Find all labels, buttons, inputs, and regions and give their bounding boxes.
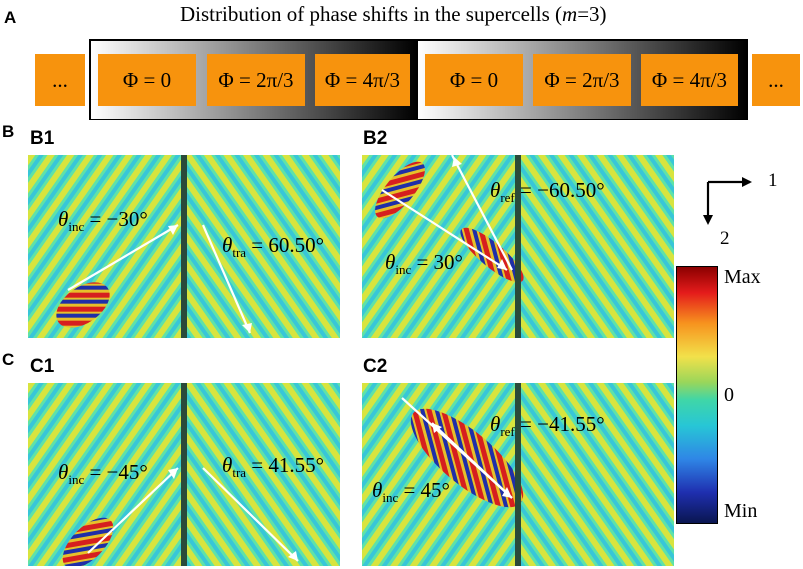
- cell-phase-4pi3-a: Φ = 4π/3: [315, 54, 410, 106]
- arrow-incident-b2: [381, 189, 508, 271]
- panel-label-a: A: [4, 8, 17, 27]
- colorbar: [676, 266, 718, 524]
- cell-ellipsis-right: ...: [752, 54, 800, 106]
- axis-2-label: 2: [720, 228, 730, 249]
- field-c2: [362, 383, 674, 566]
- field-c1-svg: [28, 383, 340, 566]
- field-b1: [28, 155, 340, 338]
- annotation-c2-incident: θinc = 45°: [372, 478, 450, 506]
- field-b2: [362, 155, 674, 338]
- cell-phase-2pi3-b: Φ = 2π/3: [533, 54, 631, 106]
- field-b2-svg: [362, 155, 674, 338]
- arrow-reflected-b2: [451, 155, 513, 271]
- arrow-transmitted-c1: [202, 467, 299, 562]
- arrow-transmitted-b1: [201, 224, 252, 334]
- arrow-incident-b1: [67, 224, 179, 291]
- annotation-c2-reflected: θref = −41.55°: [490, 412, 605, 440]
- field-c2-svg: [362, 383, 674, 566]
- subpanel-label-b2: B2: [363, 128, 388, 149]
- cell-phase-0-a: Φ = 0: [98, 54, 196, 106]
- panel-a-title: Distribution of phase shifts in the supe…: [180, 2, 607, 26]
- field-c1: [28, 383, 340, 566]
- cell-phase-4pi3-b: Φ = 4π/3: [641, 54, 738, 106]
- panel-label-c: C: [2, 350, 15, 369]
- annotation-b2-reflected: θref = −60.50°: [490, 178, 605, 206]
- annotation-c1-incident: θinc = −45°: [58, 460, 148, 488]
- colorbar-max-label: Max: [724, 266, 761, 288]
- annotation-b1-incident: θinc = −30°: [58, 207, 148, 235]
- subpanel-label-c2: C2: [363, 356, 388, 377]
- cell-phase-0-b: Φ = 0: [425, 54, 523, 106]
- subpanel-label-c1: C1: [30, 356, 55, 377]
- annotation-b1-transmitted: θtra = 60.50°: [222, 233, 325, 261]
- field-b1-svg: [28, 155, 340, 338]
- annotation-b2-incident: θinc = 30°: [385, 250, 463, 278]
- cell-ellipsis-left: ...: [35, 54, 85, 106]
- arrow-incident-c1: [87, 467, 179, 554]
- arrow-reflected-c2: [431, 422, 513, 499]
- panel-label-b: B: [2, 122, 15, 141]
- axis-1-label: 1: [768, 170, 778, 191]
- axes-indicator: [703, 177, 752, 225]
- cell-phase-2pi3-a: Φ = 2π/3: [207, 54, 305, 106]
- subpanel-label-b1: B1: [30, 128, 55, 149]
- colorbar-min-label: Min: [724, 500, 758, 522]
- annotation-c1-transmitted: θtra = 41.55°: [222, 453, 325, 481]
- colorbar-zero-label: 0: [724, 384, 734, 406]
